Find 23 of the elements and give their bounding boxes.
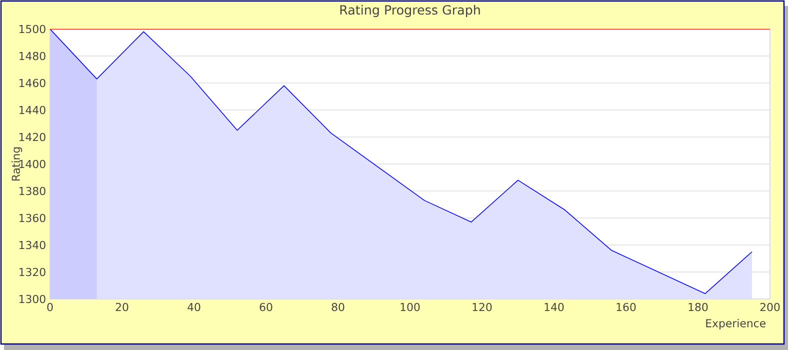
y-tick-label: 1360	[19, 214, 46, 222]
x-tick-label: 160	[616, 302, 636, 312]
y-tick-label: 1380	[19, 186, 46, 196]
x-tick-label: 180	[688, 302, 708, 312]
y-tick-label: 1300	[19, 294, 46, 304]
x-tick-label: 200	[760, 302, 780, 312]
y-tick-label: 1420	[19, 132, 46, 142]
y-tick-label: 1500	[19, 24, 46, 34]
x-axis-title: Experience	[706, 318, 766, 330]
x-tick-label: 40	[188, 302, 200, 312]
x-tick-label: 80	[332, 302, 344, 312]
chart-title: Rating Progress Graph	[340, 4, 480, 18]
y-tick-label: 1320	[19, 268, 46, 276]
x-tick-label: 20	[116, 302, 128, 312]
x-tick-label: 0	[47, 302, 53, 312]
y-tick-label: 1440	[19, 106, 46, 114]
y-tick-label: 1460	[19, 78, 46, 88]
y-tick-label: 1340	[19, 240, 46, 250]
x-tick-label: 140	[544, 302, 564, 312]
x-tick-label: 60	[260, 302, 272, 312]
y-tick-label: 1480	[19, 52, 46, 60]
x-tick-label: 100	[400, 302, 420, 312]
x-tick-label: 120	[472, 302, 492, 312]
